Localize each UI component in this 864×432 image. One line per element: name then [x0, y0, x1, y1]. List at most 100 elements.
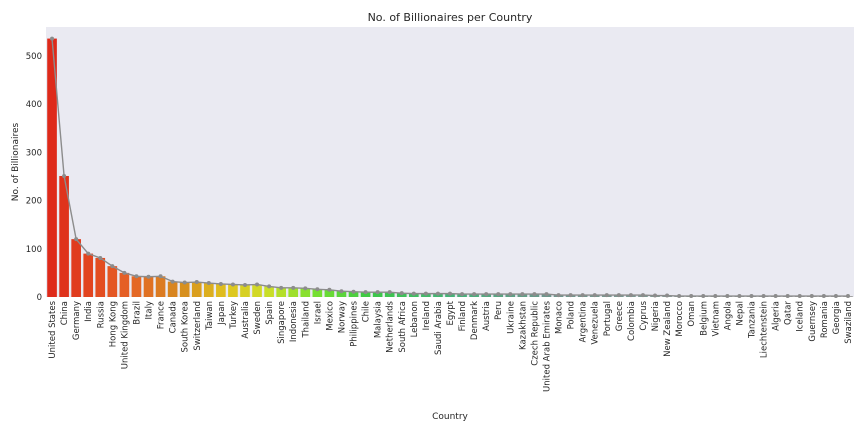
line-point-israel — [315, 287, 320, 292]
x-tick-label: Hong Kong — [108, 301, 118, 347]
x-axis: United States China Germany India Russia Hong… — [48, 300, 854, 392]
x-tick-label: United States — [48, 300, 58, 358]
line-point-guernsey — [809, 294, 814, 299]
x-tick-label: Thailand — [301, 301, 311, 339]
line-point-indonesia — [291, 285, 296, 290]
line-point-india — [86, 251, 91, 256]
line-point-nigeria — [653, 293, 658, 298]
bar-germany — [71, 239, 81, 297]
x-tick-label: Monaco — [555, 301, 565, 334]
x-tick-label: Cyprus — [639, 300, 649, 330]
x-tick-label: United Kingdom — [120, 301, 130, 369]
line-point-south-korea — [182, 280, 187, 285]
x-tick-label: Mexico — [325, 301, 335, 331]
line-point-sweden — [255, 282, 260, 287]
x-tick-label: Egypt — [446, 300, 456, 325]
x-tick-label: Kazakhstan — [518, 301, 528, 350]
line-point-singapore — [279, 285, 284, 290]
x-tick-label: Singapore — [277, 301, 287, 344]
bar-norway — [336, 291, 347, 297]
x-tick-label: Japan — [217, 301, 227, 326]
x-axis-label: Country — [432, 412, 468, 422]
x-tick-label: Nigeria — [651, 301, 661, 331]
line-point-finland — [460, 292, 465, 297]
x-tick-label: Sweden — [253, 301, 263, 335]
y-tick-label: 300 — [26, 148, 42, 158]
x-tick-label: Ireland — [422, 301, 432, 330]
line-point-monaco — [556, 293, 561, 298]
bar-france — [155, 276, 166, 297]
line-point-tanzania — [749, 294, 754, 299]
bar-sweden — [252, 284, 262, 297]
x-tick-label: Norway — [337, 301, 347, 333]
bar-taiwan — [203, 283, 214, 297]
line-point-netherlands — [387, 290, 392, 295]
line-point-france — [158, 274, 163, 279]
line-point-norway — [339, 289, 344, 294]
x-tick-label: Greece — [615, 301, 625, 331]
line-point-brazil — [134, 274, 139, 279]
y-tick-label: 200 — [26, 197, 42, 207]
x-tick-label: Indonesia — [289, 301, 299, 342]
bar-turkey — [228, 284, 238, 297]
x-tick-label: Portugal — [603, 301, 613, 336]
x-tick-label: Peru — [494, 301, 504, 320]
bar-malaysia — [372, 292, 383, 297]
line-point-russia — [98, 255, 103, 260]
x-tick-label: Saudi Arabia — [434, 301, 444, 355]
line-point-china — [62, 173, 67, 178]
x-tick-label: Italy — [145, 301, 155, 319]
y-tick-label: 100 — [26, 245, 42, 255]
x-tick-label: Chile — [362, 301, 372, 322]
x-tick-label: Philippines — [350, 300, 360, 346]
x-tick-label: Netherlands — [386, 300, 396, 352]
y-tick-label: 500 — [26, 52, 42, 62]
x-tick-label: Swaziland — [844, 301, 854, 344]
bar-thailand — [300, 288, 311, 297]
line-point-chile — [363, 290, 368, 295]
line-point-ukraine — [508, 292, 513, 297]
line-point-georgia — [833, 294, 838, 299]
bar-indonesia — [288, 287, 299, 297]
x-tick-label: Ukraine — [506, 301, 516, 334]
x-tick-label: Czech Republic — [530, 301, 540, 366]
line-point-lebanon — [411, 291, 416, 296]
bar-brazil — [131, 276, 142, 297]
x-tick-label: New Zealand — [663, 301, 673, 357]
x-tick-label: Algeria — [772, 301, 782, 331]
x-tick-label: Liechtenstein — [760, 301, 770, 358]
bar-singapore — [276, 287, 286, 297]
line-point-morocco — [677, 294, 682, 299]
bar-mexico — [324, 289, 335, 297]
x-tick-label: Qatar — [784, 300, 794, 324]
x-tick-label: Nepal — [735, 301, 745, 326]
x-tick-label: Austria — [482, 301, 492, 331]
line-point-australia — [242, 282, 247, 287]
line-point-liechtenstein — [761, 294, 766, 299]
x-tick-label: Vietnam — [711, 301, 721, 336]
line-point-swaziland — [845, 294, 850, 299]
x-tick-label: Argentina — [579, 301, 589, 342]
x-tick-label: Venezuela — [591, 301, 601, 345]
line-point-mexico — [327, 287, 332, 292]
line-point-united-states — [50, 36, 55, 41]
x-tick-label: Russia — [96, 301, 106, 328]
line-point-greece — [616, 293, 621, 298]
line-point-nepal — [737, 294, 742, 299]
line-point-japan — [218, 281, 223, 286]
x-tick-label: South Africa — [398, 301, 408, 353]
line-point-vietnam — [713, 294, 718, 299]
x-tick-label: Switzerland — [193, 301, 203, 351]
chart-title: No. of Billionaires per Country — [368, 11, 533, 24]
bar-japan — [216, 283, 226, 297]
x-tick-label: Germany — [72, 301, 82, 340]
line-point-romania — [821, 294, 826, 299]
x-tick-label: Denmark — [470, 301, 480, 340]
line-point-algeria — [773, 294, 778, 299]
y-axis: 0 100 200 300 400 500 — [26, 52, 42, 303]
line-point-spain — [267, 284, 272, 289]
bar-hong-kong — [107, 266, 118, 297]
line-point-united-kingdom — [122, 270, 127, 275]
line-point-malaysia — [375, 290, 380, 295]
